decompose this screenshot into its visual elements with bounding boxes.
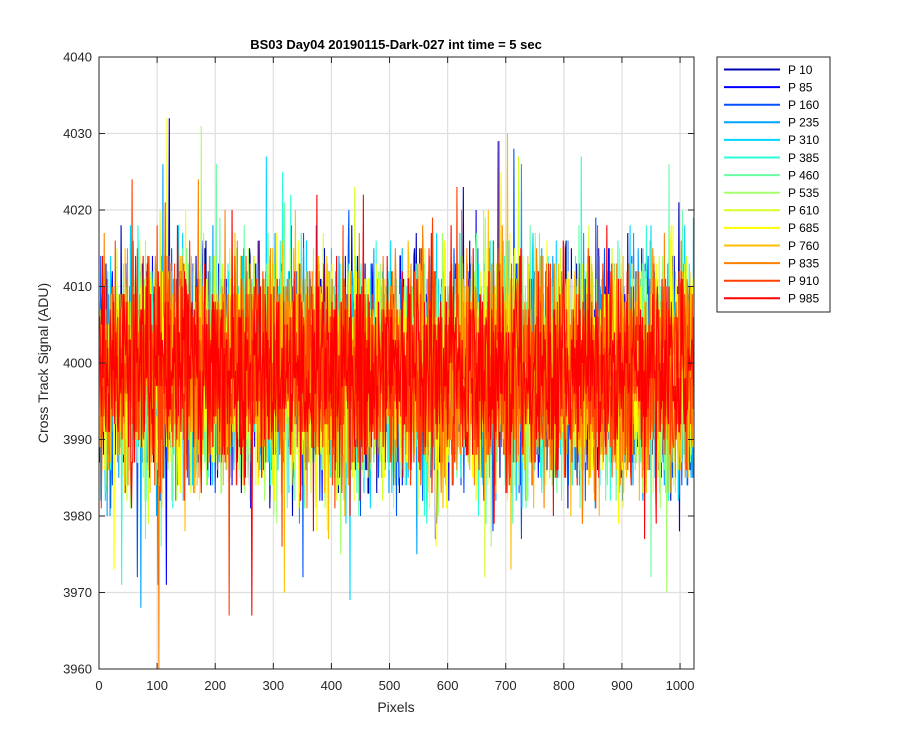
legend-label: P 160 [788,98,819,112]
series-line-p985 [99,194,694,616]
data-region [99,118,694,669]
y-tick-label: 3980 [63,509,92,524]
legend-label: P 685 [788,221,819,235]
legend-label: P 835 [788,256,819,270]
y-tick-label: 4020 [63,203,92,218]
x-tick-label: 200 [204,678,226,693]
x-axis-label: Pixels [377,699,414,715]
legend-label: P 385 [788,151,819,165]
series-layer [99,118,694,669]
x-tick-label: 800 [553,678,575,693]
legend[interactable]: P 10 P 85 P 160 P 235 P 310 P 385 P 460 P 535 P … [716,56,831,313]
x-tick-label: 300 [262,678,284,693]
chart-title: BS03 Day04 20190115-Dark-027 int time = … [250,37,542,52]
y-tick-label: 4010 [63,279,92,294]
ticks: 0 100 200 300 400 500 600 700 800 900 1000 3960 3970… [63,50,694,694]
x-tick-label: 400 [321,678,343,693]
x-tick-label: 700 [495,678,517,693]
x-tick-label: 600 [437,678,459,693]
legend-label: P 235 [788,116,819,130]
legend-label: P 535 [788,186,819,200]
legend-label: P 10 [788,63,813,77]
x-tick-label: 500 [379,678,401,693]
legend-label: P 910 [788,274,819,288]
y-tick-label: 4030 [63,126,92,141]
legend-label: P 610 [788,204,819,218]
legend-label: P 310 [788,133,819,147]
legend-items: P 10 P 85 P 160 P 235 P 310 P 385 P 460 P 535 P … [724,63,819,306]
y-axis-label: Cross Track Signal (ADU) [35,283,51,443]
y-tick-label: 3990 [63,432,92,447]
legend-label: P 460 [788,168,819,182]
y-tick-label: 4040 [63,50,92,65]
x-tick-label: 0 [95,678,102,693]
y-tick-label: 3960 [63,662,92,677]
x-tick-label: 1000 [666,678,695,693]
y-tick-label: 3970 [63,585,92,600]
legend-box [716,56,831,313]
plot-area: 0 100 200 300 400 500 600 700 800 900 1000 3960 3970… [63,50,694,694]
legend-label: P 985 [788,292,819,306]
legend-label: P 760 [788,239,819,253]
legend-label: P 85 [788,80,813,94]
x-tick-label: 100 [146,678,168,693]
y-tick-label: 4000 [63,356,92,371]
x-tick-label: 900 [611,678,633,693]
